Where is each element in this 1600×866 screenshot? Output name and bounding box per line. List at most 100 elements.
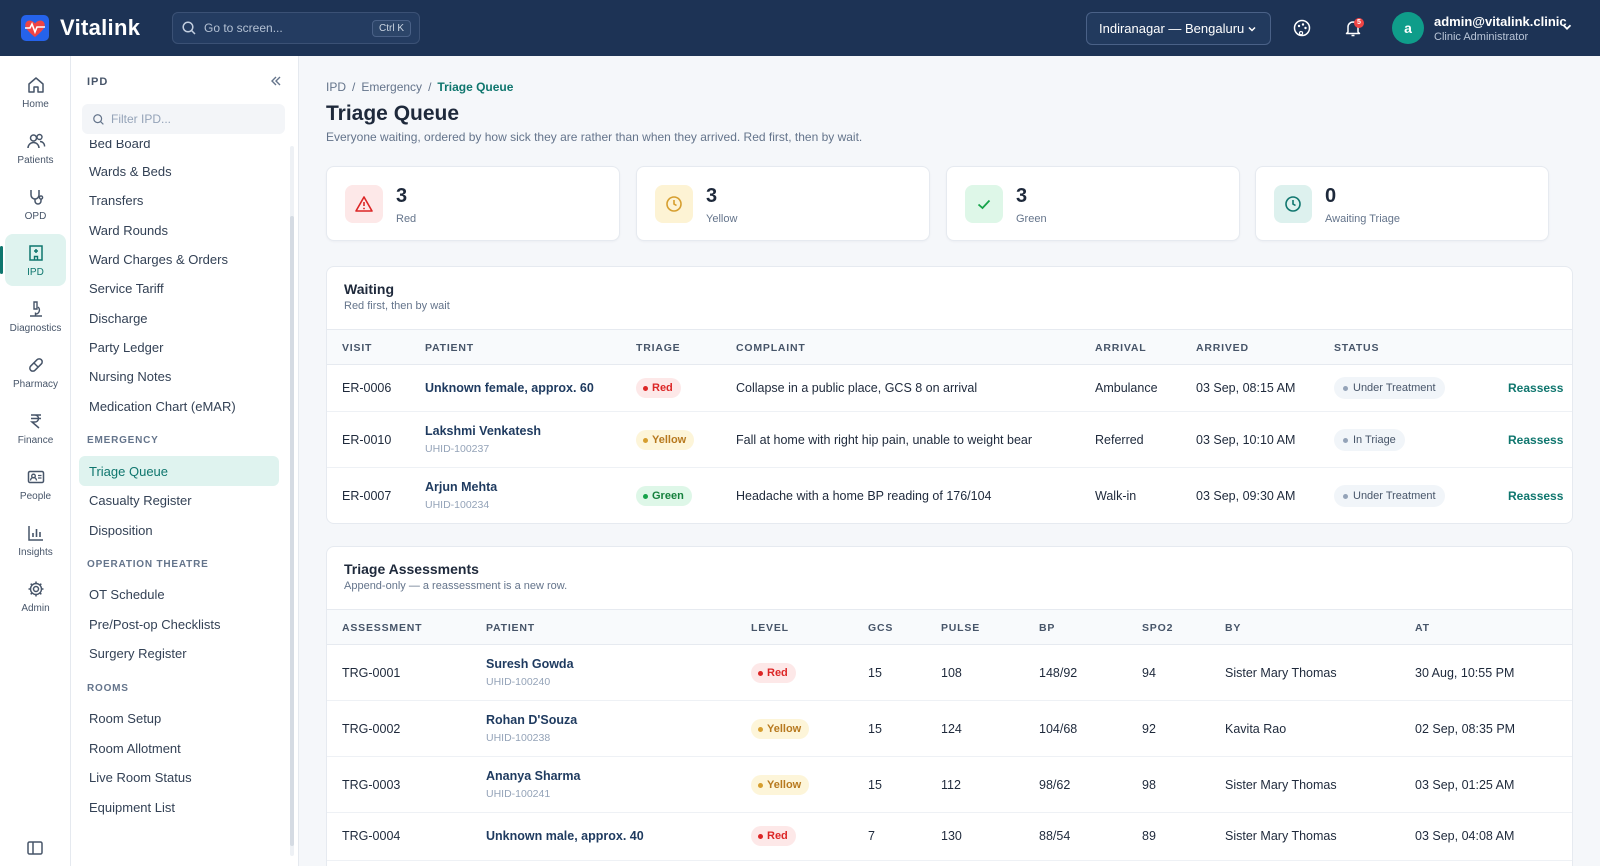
search-input[interactable] (204, 21, 364, 35)
filter-input[interactable] (111, 112, 271, 126)
sidebar-item-bed-board[interactable]: Bed Board (89, 140, 151, 151)
sidebar-item-ward-rounds[interactable]: Ward Rounds (89, 222, 168, 238)
app-name: Vitalink (60, 15, 141, 40)
sidebar-item-emar[interactable]: Medication Chart (eMAR) (89, 398, 236, 414)
spo2: 89 (1142, 829, 1156, 843)
table-row[interactable]: TRG-0001 Suresh Gowda UHID-100240 Red 15… (327, 645, 1572, 701)
spo2: 92 (1142, 722, 1156, 736)
column-header[interactable]: VISIT (342, 342, 373, 354)
stat-card-green[interactable]: 3 Green (946, 166, 1240, 241)
column-header[interactable]: ASSESSMENT (342, 622, 423, 634)
column-header[interactable]: AT (1415, 622, 1430, 634)
branch-selector[interactable]: Indiranagar — Bengaluru (1086, 12, 1271, 45)
breadcrumb-ipd[interactable]: IPD (326, 80, 347, 94)
reassess-button[interactable]: Reassess (1508, 433, 1564, 447)
stat-card-awaiting-triage[interactable]: 0 Awaiting Triage (1255, 166, 1549, 241)
triage-assessments-card: Triage Assessments Append-only — a reass… (326, 546, 1573, 866)
rail-item-ipd[interactable]: IPD (0, 234, 66, 286)
sidebar-item-surgery-register[interactable]: Surgery Register (89, 645, 187, 661)
rail-item-opd[interactable]: OPD (5, 178, 66, 230)
palette-icon[interactable] (1292, 18, 1312, 38)
avatar: a (1392, 12, 1424, 44)
table-row[interactable]: ER-0007 Arjun Mehta UHID-100234 Green He… (327, 468, 1572, 523)
table-row[interactable]: TRG-0002 Rohan D'Souza UHID-100238 Yello… (327, 701, 1572, 757)
level-label: Yellow (767, 779, 802, 791)
column-header[interactable]: BY (1225, 622, 1242, 634)
scrollbar-thumb[interactable] (290, 216, 294, 846)
column-header[interactable]: LEVEL (751, 622, 789, 634)
patient-name[interactable]: Lakshmi Venkatesh (425, 424, 542, 438)
table-row[interactable]: TRG-0004 Unknown male, approx. 40 Red 7 … (327, 813, 1572, 861)
stat-card-yellow[interactable]: 3 Yellow (636, 166, 930, 241)
status-label: Under Treatment (1353, 490, 1436, 502)
stat-icon-box (655, 185, 693, 223)
stat-card-red[interactable]: 3 Red (326, 166, 620, 241)
hospital-icon (28, 244, 43, 261)
rail-item-patients[interactable]: Patients (5, 122, 66, 174)
status-label: In Triage (1353, 434, 1396, 446)
sidebar-item-room-allotment[interactable]: Room Allotment (89, 740, 181, 756)
user-email: admin@vitalink.clinic (1434, 13, 1567, 29)
patient-name[interactable]: Suresh Gowda (486, 657, 574, 671)
reassess-button[interactable]: Reassess (1508, 381, 1564, 395)
column-header[interactable]: BP (1039, 622, 1056, 634)
rail-item-insights[interactable]: Insights (5, 514, 66, 566)
visit-id: ER-0006 (342, 381, 392, 395)
module-rail: Home Patients OPD IPD Diagnostics Pharma… (0, 56, 71, 866)
patient-name[interactable]: Arjun Mehta (425, 480, 498, 494)
column-header[interactable]: PATIENT (486, 622, 535, 634)
column-header[interactable]: SPO2 (1142, 622, 1174, 634)
sidebar-item-live-room-status[interactable]: Live Room Status (89, 769, 192, 785)
go-to-screen-search[interactable]: Ctrl K (172, 12, 420, 44)
column-header[interactable]: ARRIVED (1196, 342, 1249, 354)
rail-item-people[interactable]: People (5, 458, 66, 510)
rail-item-admin[interactable]: Admin (5, 570, 66, 622)
patient-name[interactable]: Ananya Sharma (486, 769, 581, 783)
rail-item-finance[interactable]: Finance (5, 402, 66, 454)
card-subtitle: Append-only — a reassessment is a new ro… (344, 580, 568, 592)
rail-item-home[interactable]: Home (5, 66, 66, 118)
patient-name[interactable]: Unknown female, approx. 60 (425, 381, 594, 395)
column-header[interactable]: STATUS (1334, 342, 1380, 354)
column-header[interactable]: COMPLAINT (736, 342, 806, 354)
user-menu[interactable]: a admin@vitalink.clinic Clinic Administr… (1392, 12, 1567, 44)
column-header[interactable]: PULSE (941, 622, 981, 634)
sidebar-item-disposition[interactable]: Disposition (89, 522, 153, 538)
column-header[interactable]: TRIAGE (636, 342, 681, 354)
column-header[interactable]: GCS (868, 622, 894, 634)
sidebar-item-equipment-list[interactable]: Equipment List (89, 799, 175, 815)
sidebar-item-triage-queue[interactable]: Triage Queue (79, 456, 279, 486)
sidebar-item-discharge[interactable]: Discharge (89, 310, 148, 326)
breadcrumb-separator: / (428, 80, 432, 94)
table-row[interactable]: ER-0006 Unknown female, approx. 60 Red C… (327, 365, 1572, 412)
sidebar-item-party-ledger[interactable]: Party Ledger (89, 339, 164, 355)
table-header: VISIT PATIENT TRIAGE COMPLAINT ARRIVAL A… (327, 329, 1572, 365)
table-row[interactable]: ER-0010 Lakshmi Venkatesh UHID-100237 Ye… (327, 412, 1572, 468)
sidebar-item-casualty-register[interactable]: Casualty Register (89, 492, 192, 508)
column-header[interactable]: PATIENT (425, 342, 474, 354)
sidebar-item-service-tariff[interactable]: Service Tariff (89, 280, 164, 296)
rail-item-diagnostics[interactable]: Diagnostics (5, 290, 66, 342)
level-label: Yellow (767, 723, 802, 735)
brand[interactable]: Vitalink (20, 14, 140, 42)
sidebar-item-room-setup[interactable]: Room Setup (89, 710, 162, 726)
chevrons-left-icon[interactable] (269, 74, 283, 88)
stat-label: Yellow (706, 213, 738, 225)
chevron-down-icon[interactable] (1560, 20, 1574, 34)
sidebar-item-ward-charges[interactable]: Ward Charges & Orders (89, 251, 228, 267)
reassess-button[interactable]: Reassess (1508, 489, 1564, 503)
table-row[interactable]: TRG-0003 Ananya Sharma UHID-100241 Yello… (327, 757, 1572, 813)
patient-name[interactable]: Unknown male, approx. 40 (486, 829, 644, 843)
rupee-icon (29, 413, 41, 429)
patient-name[interactable]: Rohan D'Souza (486, 713, 578, 727)
sidebar-item-wards-beds[interactable]: Wards & Beds (89, 163, 172, 179)
sidebar-item-ot-schedule[interactable]: OT Schedule (89, 586, 165, 602)
breadcrumb-emergency[interactable]: Emergency (361, 80, 423, 94)
sidebar-toggle-icon[interactable] (25, 838, 45, 858)
rail-item-pharmacy[interactable]: Pharmacy (5, 346, 66, 398)
column-header[interactable]: ARRIVAL (1095, 342, 1147, 354)
filter-field[interactable] (82, 104, 285, 134)
sidebar-item-checklists[interactable]: Pre/Post-op Checklists (89, 616, 221, 632)
sidebar-item-nursing-notes[interactable]: Nursing Notes (89, 368, 172, 384)
sidebar-item-transfers[interactable]: Transfers (89, 192, 144, 208)
